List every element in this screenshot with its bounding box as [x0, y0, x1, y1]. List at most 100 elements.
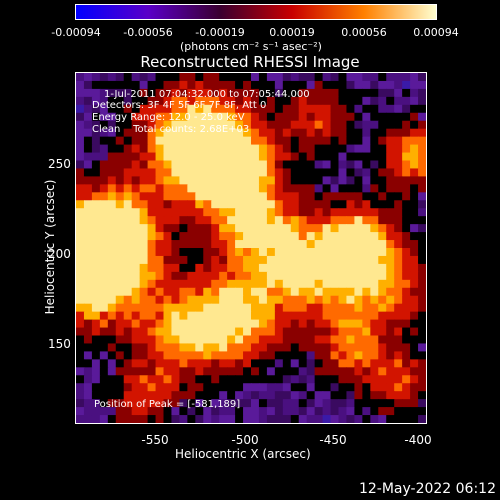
map-pixel: [410, 232, 419, 241]
map-pixel: [243, 335, 252, 345]
map-pixel: [418, 335, 426, 345]
map-pixel: [131, 73, 141, 82]
map-pixel: [131, 160, 141, 170]
map-pixel: [107, 279, 117, 289]
map-pixel: [330, 383, 340, 392]
map-pixel: [203, 311, 212, 321]
map-pixel: [322, 184, 332, 193]
map-pixel: [91, 399, 101, 408]
map-pixel: [227, 303, 236, 313]
map-pixel: [139, 192, 149, 201]
map-pixel: [258, 319, 268, 329]
map-pixel: [91, 104, 101, 114]
map-pixel: [290, 287, 300, 297]
map-pixel: [274, 295, 284, 305]
map-pixel: [115, 160, 125, 170]
map-pixel: [171, 311, 180, 321]
map-pixel: [354, 263, 363, 273]
map-pixel: [91, 319, 101, 329]
map-pixel: [330, 319, 340, 329]
map-pixel: [187, 311, 196, 321]
map-pixel: [274, 287, 284, 297]
map-pixel: [338, 351, 348, 360]
map-pixel: [139, 200, 149, 209]
map-pixel: [266, 240, 276, 249]
map-pixel: [402, 383, 411, 392]
map-pixel: [139, 232, 149, 241]
map-pixel: [123, 343, 133, 352]
map-pixel: [235, 136, 244, 146]
map-pixel: [258, 128, 268, 138]
map-pixel: [211, 120, 220, 130]
map-pixel: [314, 136, 324, 146]
map-pixel: [370, 391, 379, 400]
map-pixel: [195, 160, 204, 170]
map-pixel: [330, 112, 340, 122]
map-pixel: [91, 271, 101, 281]
map-pixel: [107, 343, 117, 352]
map-pixel: [386, 303, 395, 313]
map-pixel: [171, 88, 180, 98]
map-pixel: [139, 343, 149, 352]
map-pixel: [290, 112, 300, 122]
map-pixel: [410, 407, 419, 416]
map-pixel: [378, 279, 387, 289]
map-pixel: [179, 176, 188, 185]
map-pixel: [282, 279, 292, 289]
map-pixel: [235, 152, 244, 162]
map-pixel: [378, 407, 387, 416]
map-pixel: [290, 120, 300, 130]
map-pixel: [203, 120, 212, 130]
map-pixel: [386, 168, 395, 177]
map-pixel: [418, 415, 426, 423]
map-pixel: [322, 271, 332, 281]
map-pixel: [298, 351, 308, 360]
map-pixel: [370, 367, 379, 376]
map-pixel: [322, 367, 332, 376]
map-pixel: [378, 232, 387, 241]
map-pixel: [227, 88, 236, 98]
map-pixel: [155, 112, 165, 122]
map-pixel: [306, 271, 316, 281]
map-pixel: [370, 248, 379, 257]
map-pixel: [386, 152, 395, 162]
map-pixel: [290, 80, 300, 90]
map-pixel: [123, 351, 133, 360]
map-pixel: [282, 176, 292, 185]
map-pixel: [99, 383, 109, 392]
map-pixel: [123, 391, 133, 400]
map-pixel: [139, 375, 149, 384]
map-pixel: [322, 168, 332, 177]
map-pixel: [227, 399, 236, 408]
map-pixel: [322, 104, 332, 114]
map-pixel: [107, 295, 117, 305]
map-pixel: [298, 208, 308, 217]
map-pixel: [91, 415, 101, 423]
map-pixel: [179, 279, 188, 289]
map-pixel: [402, 216, 411, 225]
map-pixel: [251, 263, 260, 273]
map-pixel: [203, 303, 212, 313]
map-pixel: [155, 375, 165, 384]
map-pixel: [258, 136, 268, 146]
map-pixel: [76, 407, 85, 416]
map-pixel: [258, 112, 268, 122]
map-pixel: [171, 240, 180, 249]
map-pixel: [195, 303, 204, 313]
map-pixel: [107, 319, 117, 329]
map-pixel: [195, 311, 204, 321]
map-pixel: [386, 311, 395, 321]
map-pixel: [91, 375, 101, 384]
map-pixel: [298, 391, 308, 400]
map-pixel: [243, 415, 252, 423]
map-pixel: [290, 88, 300, 98]
map-pixel: [394, 144, 403, 154]
map-pixel: [330, 279, 340, 289]
map-pixel: [258, 176, 268, 185]
map-pixel: [227, 391, 236, 400]
map-pixel: [227, 343, 236, 352]
map-pixel: [235, 120, 244, 130]
map-pixel: [243, 359, 252, 368]
map-pixel: [370, 96, 379, 106]
map-pixel: [99, 144, 109, 154]
